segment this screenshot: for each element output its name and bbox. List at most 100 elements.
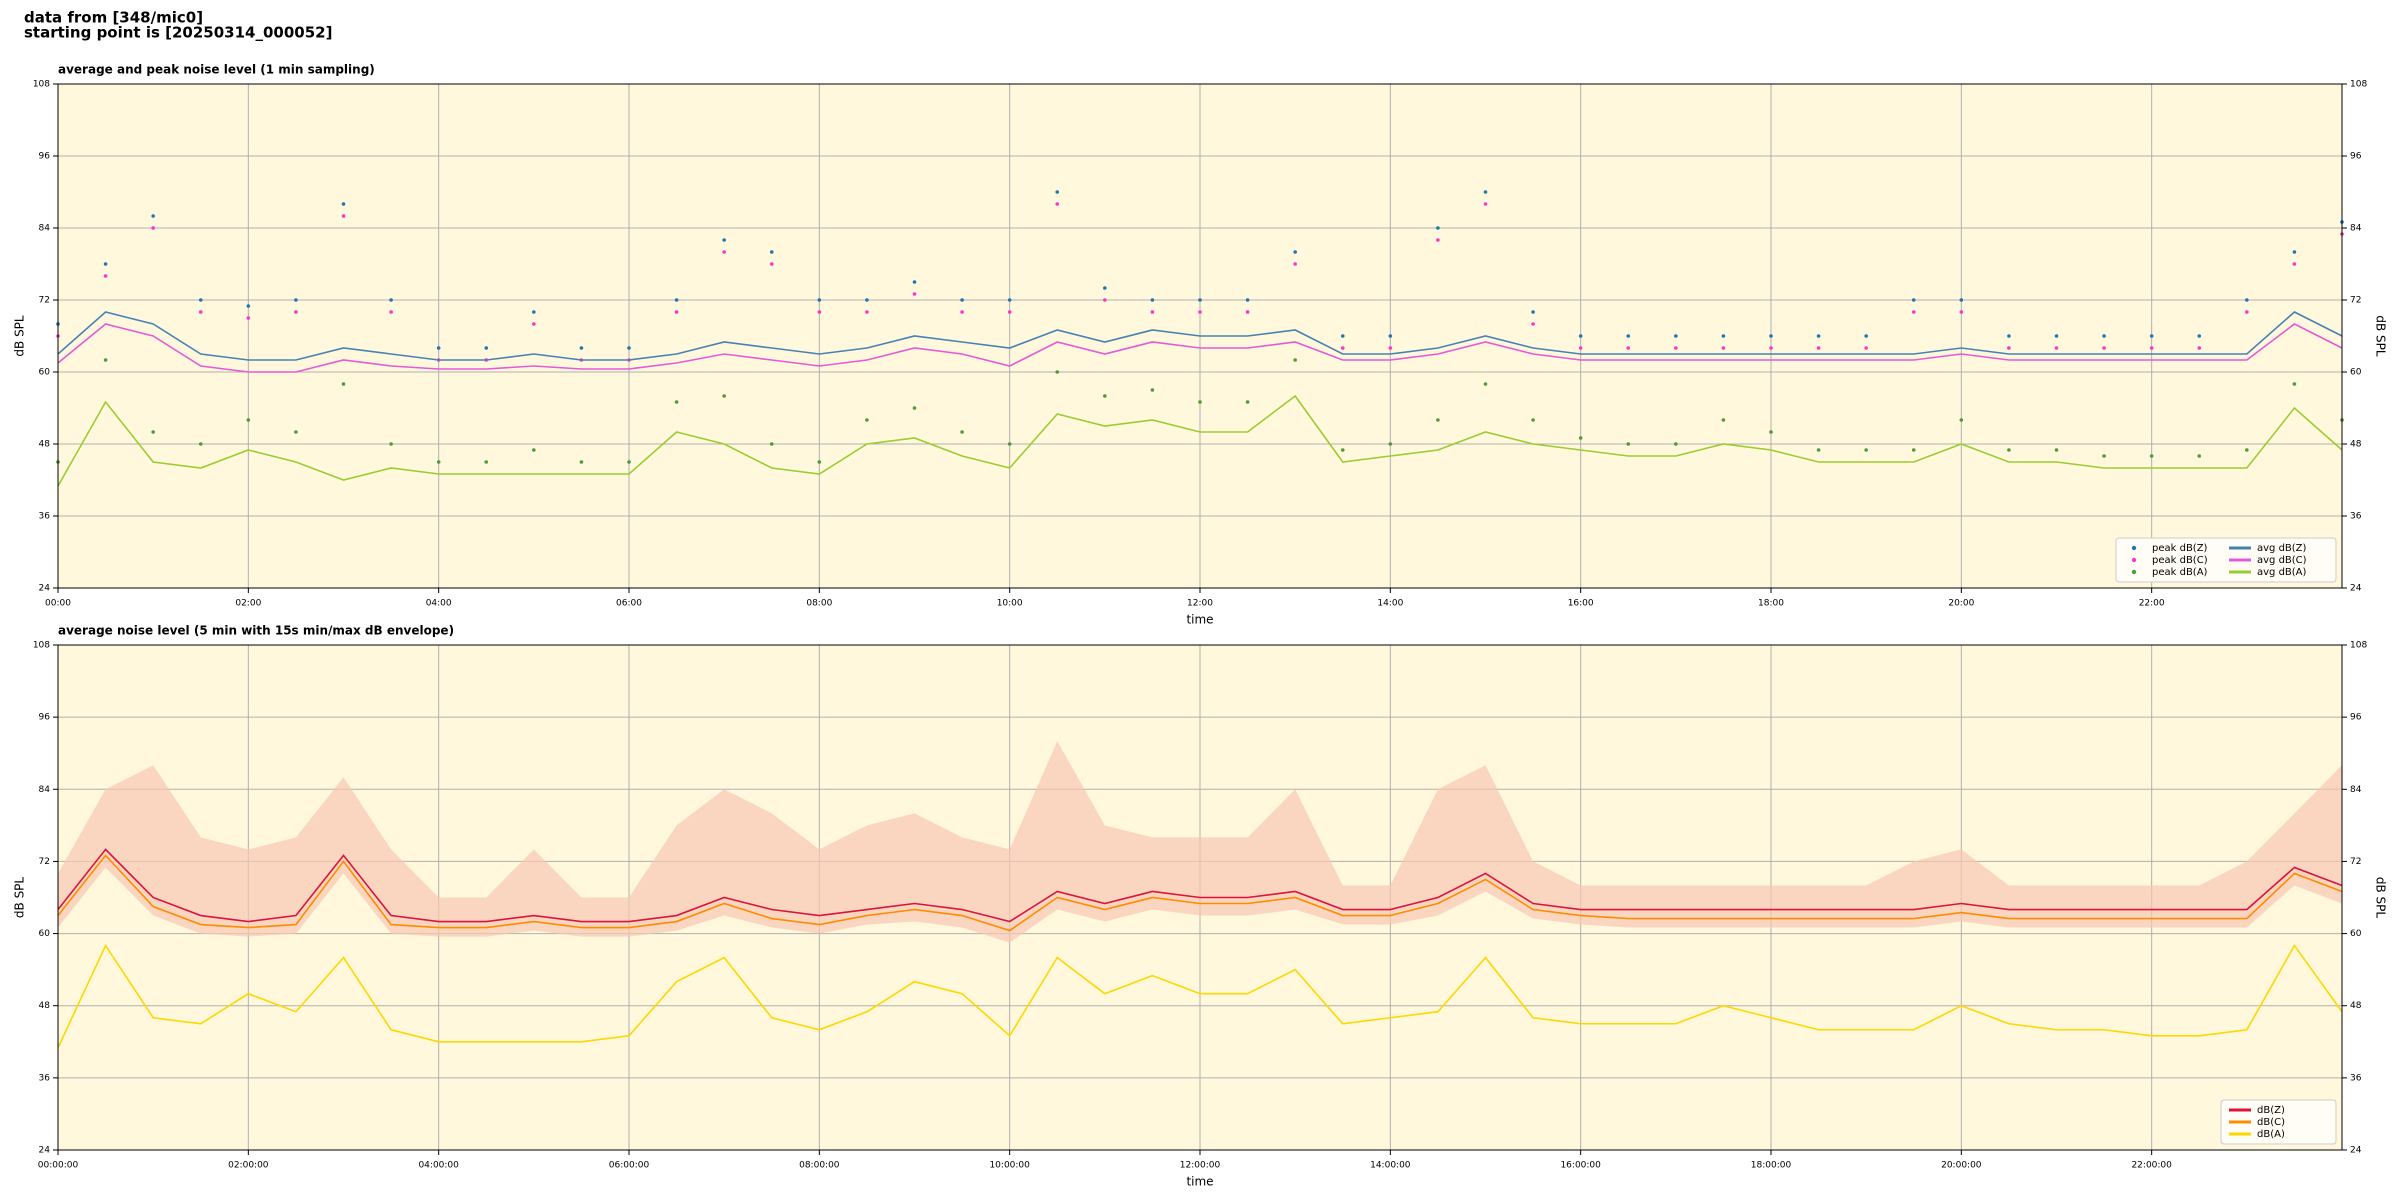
header-line: starting point is [20250314_000052] [24,24,332,42]
peak-point [1007,310,1012,314]
peak-point [1721,346,1726,350]
x-tick-label: 16:00:00 [1560,1161,1601,1171]
peak-point [1436,418,1440,422]
x-tick-label: 12:00 [1187,599,1213,609]
peak-point [341,214,346,218]
y2-tick-label: 72 [2350,857,2361,867]
peak-point [103,262,108,266]
peak-point [865,418,869,422]
peak-point [960,310,964,314]
y-tick-label: 36 [39,1073,51,1083]
peak-point [1007,442,1012,446]
peak-point [1198,298,1202,302]
series-line [57,854,2343,932]
y2-tick-label: 96 [2350,152,2362,162]
x-tick-label: 06:00 [616,599,642,609]
peak-point [103,358,108,362]
peak-point [1293,262,1297,266]
peak-point [1626,442,1631,446]
peak-point [436,346,441,350]
envelope-band [58,741,2342,943]
peak-point [1245,310,1250,314]
y-tick-label: 84 [39,785,51,795]
peak-point [1103,286,1107,290]
peak-point [1245,400,1250,404]
peak-point [1055,190,1060,194]
peak-point [1911,298,1916,302]
series-line [57,311,2343,361]
peak-point [722,238,726,242]
peak-point [2149,454,2154,458]
x-axis-label: time [1186,1175,1213,1189]
legend-label: dB(A) [2257,1129,2285,1140]
peak-point [2149,334,2154,338]
peak-point [627,346,631,350]
peak-point [341,382,346,386]
peak-point [2102,454,2106,458]
peak-point [484,460,489,464]
y2-tick-label: 108 [2350,80,2367,90]
y-tick-label: 108 [33,80,50,90]
x-tick-label: 04:00 [426,599,452,609]
peak-point [1626,334,1631,338]
y-tick-label: 60 [39,368,51,378]
peak-point [912,292,917,296]
peak-point [198,442,203,446]
peak-point [1340,448,1345,452]
peak-point [246,304,251,308]
peak-point [1959,418,1964,422]
peak-point [1436,226,1440,230]
chart-title: average noise level (5 min with 15s min/… [58,624,454,638]
peak-point [960,430,964,434]
x-tick-label: 22:00 [2139,599,2165,609]
y2-tick-label: 108 [2350,641,2367,651]
peak-point [532,310,536,314]
x-tick-label: 02:00:00 [228,1161,269,1171]
peak-point [1150,310,1155,314]
peak-point [1626,346,1631,350]
x-tick-label: 20:00:00 [1941,1161,1982,1171]
y2-tick-label: 48 [2350,1001,2362,1011]
y-tick-label: 84 [39,224,51,234]
peak-point [865,310,869,314]
y2-tick-label: 48 [2350,440,2362,450]
legend-label: avg dB(Z) [2257,543,2307,554]
x-tick-label: 22:00:00 [2131,1161,2172,1171]
x-tick-label: 10:00:00 [989,1161,1030,1171]
series-line [57,323,2343,373]
series-line [57,848,2343,923]
peak-point [1769,430,1773,434]
y2-axis-label: dB SPL [2374,877,2388,919]
peak-point [1293,250,1297,254]
peak-point [1864,334,1868,338]
y-tick-label: 48 [39,1001,51,1011]
peak-point [2292,250,2297,254]
peak-point [1911,310,1916,314]
x-tick-label: 00:00:00 [38,1161,79,1171]
y-tick-label: 108 [33,641,50,651]
legend-box [2115,537,2337,583]
peak-point [1531,310,1535,314]
peak-point [2197,334,2202,338]
peak-point [1911,448,1916,452]
peak-point [1674,346,1678,350]
peak-point [2054,346,2059,350]
peak-point [1769,346,1773,350]
x-tick-label: 18:00:00 [1751,1161,1792,1171]
x-tick-label: 02:00 [235,599,261,609]
peak-point [1198,400,1202,404]
peak-point [769,262,774,266]
series-line [57,943,2343,1049]
peak-point [151,214,155,218]
peak-point [1769,334,1773,338]
peak-point [2054,334,2059,338]
peak-point [1388,334,1393,338]
peak-point [1674,334,1678,338]
peak-point [912,406,917,410]
y2-tick-label: 24 [2350,584,2362,594]
legend-label: dB(Z) [2257,1105,2285,1116]
peak-point [1103,394,1107,398]
peak-point [1578,334,1583,338]
peak-point [2007,448,2011,452]
